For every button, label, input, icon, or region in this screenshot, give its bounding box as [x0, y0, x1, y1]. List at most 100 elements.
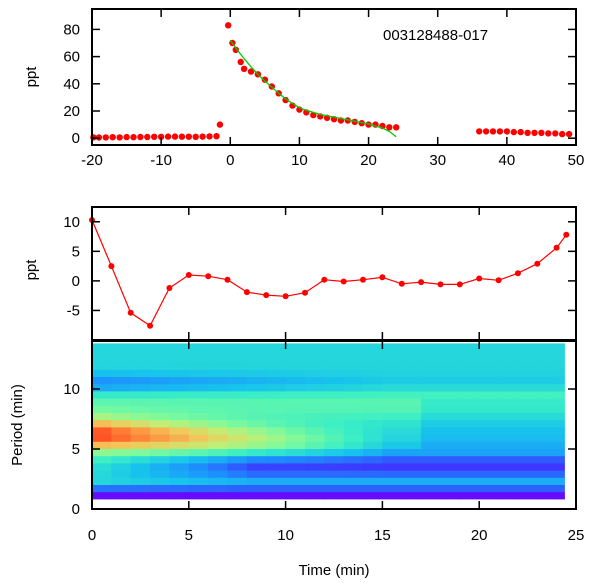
heatmap-cell — [498, 343, 519, 349]
heatmap-cell — [188, 470, 209, 478]
heatmap-cell — [188, 412, 209, 421]
heatmap-cell — [537, 448, 558, 457]
heatmap-cell — [382, 347, 403, 356]
heatmap-cell — [479, 462, 500, 471]
heatmap-cell — [343, 390, 364, 399]
heatmap-cell — [285, 343, 306, 349]
heatmap-cell — [498, 441, 519, 449]
heatmap-cell — [305, 455, 325, 464]
heatmap-cell — [111, 376, 132, 385]
heatmap-cell — [208, 426, 229, 435]
heatmap-cell — [479, 343, 500, 349]
heatmap-cell — [382, 462, 403, 471]
heatmap-cell — [305, 412, 325, 421]
heatmap-cell — [401, 419, 422, 428]
heatmap-cell — [498, 412, 519, 421]
heatmap-cell — [459, 376, 480, 385]
heatmap-cell — [401, 441, 422, 449]
heatmap-cell — [517, 347, 538, 356]
heatmap-cell — [517, 390, 538, 399]
heatmap-cell — [459, 426, 480, 435]
heatmap-cell — [246, 462, 267, 471]
y-tick-label: 0 — [72, 501, 80, 518]
data-point — [151, 133, 158, 140]
x-tick-label: 15 — [374, 527, 391, 544]
heatmap-cell — [246, 376, 267, 385]
y-tick-label: 0 — [72, 273, 80, 290]
data-point — [240, 65, 248, 73]
heatmap-cell — [440, 405, 461, 413]
heatmap-cell — [266, 434, 287, 442]
y-tick-label: 5 — [72, 441, 80, 458]
heatmap-cell — [305, 434, 325, 442]
heatmap-cell — [537, 383, 558, 392]
data-point — [247, 68, 255, 75]
heatmap-cell — [266, 369, 287, 377]
heatmap-cell — [401, 354, 422, 363]
heatmap-cell — [479, 362, 500, 370]
heatmap-cell — [401, 376, 422, 385]
heatmap-cell — [150, 405, 171, 413]
heatmap-cell — [266, 343, 287, 349]
heatmap-cell — [150, 376, 171, 385]
heatmap-cell — [285, 369, 306, 377]
data-point — [185, 133, 192, 140]
data-point — [164, 133, 172, 140]
heatmap-cell — [111, 362, 132, 370]
heatmap-cell — [285, 354, 306, 363]
heatmap-cell — [421, 434, 442, 442]
heatmap-cell — [111, 390, 132, 399]
heatmap-cell — [343, 441, 364, 449]
heatmap-cell — [459, 369, 480, 377]
panel-binned-curve-ylabel: ppt — [23, 259, 40, 281]
heatmap-cell — [305, 426, 325, 435]
data-point — [123, 133, 130, 141]
heatmap-cell — [363, 484, 383, 493]
heatmap-cell — [382, 354, 403, 363]
heatmap-cell — [324, 362, 345, 370]
heatmap-cell — [498, 347, 519, 356]
heatmap-cell — [440, 347, 461, 356]
heatmap-cell — [208, 484, 229, 493]
heatmap-cell — [421, 362, 442, 370]
data-point — [559, 130, 566, 138]
heatmap-cell — [382, 434, 403, 442]
heatmap-cell — [517, 484, 538, 493]
data-point — [213, 133, 220, 140]
heatmap-cell — [556, 491, 565, 500]
data-point — [510, 128, 517, 136]
heatmap-cell — [266, 484, 287, 493]
heatmap-cell — [537, 376, 558, 385]
heatmap-cell — [208, 412, 229, 421]
heatmap-cell — [285, 470, 306, 478]
heatmap-cell — [111, 491, 132, 500]
heatmap-cell — [421, 441, 442, 449]
heatmap-cell — [382, 441, 403, 449]
heatmap-cell — [227, 491, 248, 500]
heatmap-cell — [537, 426, 558, 435]
heatmap-cell — [305, 441, 325, 449]
heatmap-cell — [130, 491, 151, 500]
heatmap-cell — [208, 343, 229, 349]
heatmap-cell — [188, 362, 209, 370]
data-point — [456, 281, 463, 288]
heatmap-cell — [459, 347, 480, 356]
heatmap-cell — [440, 477, 461, 485]
heatmap-cell — [111, 455, 132, 464]
heatmap-cell — [363, 448, 383, 457]
heatmap-cell — [517, 462, 538, 471]
heatmap-cell — [324, 405, 345, 413]
heatmap-cell — [556, 390, 565, 399]
heatmap-cell — [92, 426, 112, 435]
data-point — [166, 285, 173, 291]
heatmap-cell — [459, 343, 480, 349]
heatmap-cell — [498, 470, 519, 478]
heatmap-cell — [537, 491, 558, 500]
heatmap-cell — [246, 434, 267, 442]
data-point — [261, 76, 269, 83]
heatmap-cell — [343, 470, 364, 478]
heatmap-cell — [266, 470, 287, 478]
heatmap-cell — [479, 484, 500, 493]
heatmap-cell — [266, 477, 287, 485]
heatmap-cell — [305, 491, 325, 500]
